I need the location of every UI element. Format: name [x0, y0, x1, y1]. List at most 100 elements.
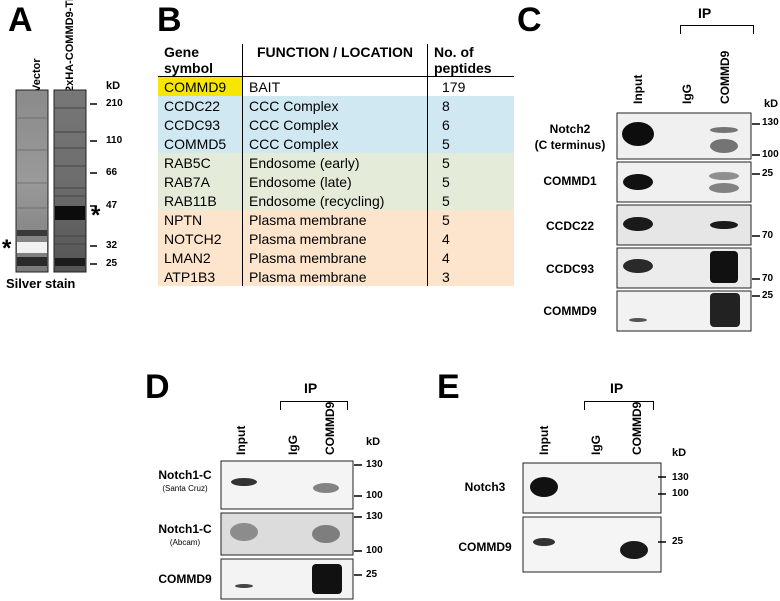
function-cell: Plasma membrane — [242, 229, 428, 249]
gene-row: ATP1B3 Plasma membrane 3 — [158, 267, 514, 287]
gene-row: COMMD5 CCC Complex 5 — [158, 134, 514, 154]
panel-e-commd9-marker-25: 25 — [672, 536, 684, 547]
panel-e-label-notch3: Notch3 — [464, 480, 506, 494]
gene-cell: RAB7A — [158, 172, 243, 192]
function-cell: CCC Complex — [242, 115, 428, 135]
panel-a-marker-66: 66 — [106, 167, 118, 178]
gene-row: RAB5C Endosome (early) 5 — [158, 153, 514, 173]
panel-c-ip-bracket — [680, 25, 754, 34]
panel-a-marker-210: 210 — [106, 98, 123, 109]
function-cell: Plasma membrane — [242, 267, 428, 287]
gene-row: RAB7A Endosome (late) 5 — [158, 172, 514, 192]
peptides-cell: 5 — [427, 210, 514, 230]
panel-d-label-notch1-santacruz: Notch1-C (Santa Cruz) — [140, 468, 230, 494]
gene-row: CCDC22 CCC Complex 8 — [158, 96, 514, 116]
panel-a-lane-commd9: 2xHA-COMMD9-TB — [64, 0, 76, 92]
peptides-cell: 6 — [427, 115, 514, 135]
panel-d-ip-bracket — [280, 401, 348, 410]
panel-a-marker-110: 110 — [106, 135, 123, 146]
panel-a-marker-32: 32 — [106, 240, 118, 251]
function-cell: Endosome (early) — [242, 153, 428, 173]
panel-a-letter: A — [8, 1, 33, 39]
panel-a-marker-47: 47 — [106, 200, 118, 211]
function-cell: CCC Complex — [242, 134, 428, 154]
peptides-cell: 5 — [427, 153, 514, 173]
function-cell: Endosome (late) — [242, 172, 428, 192]
gene-row: LMAN2 Plasma membrane 4 — [158, 248, 514, 268]
panel-c-ccdc93-marker-70: 70 — [762, 273, 774, 284]
panel-d-label-santacruz-main: Notch1-C — [158, 468, 212, 482]
panel-d-lane-igg: IgG — [286, 435, 300, 455]
panel-c-notch2-marker-100: 100 — [762, 149, 779, 160]
header-peptides: No. of peptides — [427, 44, 514, 78]
panel-d-lane-input: Input — [234, 425, 248, 455]
panel-c-label-ccdc22: CCDC22 — [545, 219, 594, 233]
panel-c-lane-input: Input — [631, 74, 645, 104]
panel-d-commd9-marker-25: 25 — [366, 569, 378, 580]
panel-a-asterisk-band-vector: * — [2, 235, 12, 262]
panel-c-letter: C — [517, 1, 542, 39]
panel-d-label-notch1-abcam: Notch1-C (Abcam) — [140, 522, 230, 548]
gene-row: CCDC93 CCC Complex 6 — [158, 115, 514, 135]
panel-c-kd-label: kD — [764, 98, 779, 110]
panel-c-lane-commd9: COMMD9 — [718, 50, 732, 104]
panel-c-label-commd9: COMMD9 — [543, 304, 597, 318]
panel-d-marker-ticks — [354, 464, 362, 576]
panel-e-blots — [522, 462, 662, 573]
function-cell: Plasma membrane — [242, 210, 428, 230]
panel-a-caption: Silver stain — [6, 276, 76, 291]
peptides-cell: 179 — [427, 76, 514, 97]
gene-cell: NOTCH2 — [158, 229, 243, 249]
gene-cell: CCDC93 — [158, 115, 243, 135]
function-cell: Plasma membrane — [242, 248, 428, 268]
panel-e-notch3-marker-100: 100 — [672, 488, 689, 499]
gene-cell: ATP1B3 — [158, 267, 243, 287]
panel-a-marker-25: 25 — [106, 258, 118, 269]
panel-a-silver-gel — [15, 89, 97, 273]
gene-cell: COMMD5 — [158, 134, 243, 154]
panel-e-letter: E — [437, 368, 460, 406]
gene-cell: COMMD9 — [158, 76, 243, 97]
peptides-cell: 4 — [427, 248, 514, 268]
panel-d-label-santacruz-sub: (Santa Cruz) — [162, 483, 208, 493]
panel-c-notch2-marker-130: 130 — [762, 117, 779, 128]
panel-e-marker-ticks — [658, 476, 666, 543]
panel-d-abcam-marker-100: 100 — [366, 545, 383, 556]
panel-d-santacruz-marker-130: 130 — [366, 459, 383, 470]
panel-d-abcam-marker-130: 130 — [366, 511, 383, 522]
panel-a-lane-vector: Vector — [31, 58, 43, 92]
gene-row: NPTN Plasma membrane 5 — [158, 210, 514, 230]
panel-e-kd-label: kD — [672, 447, 687, 459]
panel-a-kd-label: kD — [106, 80, 121, 92]
header-function: FUNCTION / LOCATION — [242, 44, 428, 78]
gene-cell: LMAN2 — [158, 248, 243, 268]
gene-row: NOTCH2 Plasma membrane 4 — [158, 229, 514, 249]
panel-d-label-abcam-main: Notch1-C — [158, 522, 212, 536]
panel-c-label-notch2: Notch2 (C terminus) — [520, 122, 620, 153]
panel-e-notch3-marker-130: 130 — [672, 472, 689, 483]
panel-b-letter: B — [157, 1, 182, 39]
panel-c-blots — [616, 112, 752, 332]
panel-d-letter: D — [145, 368, 170, 406]
panel-c-label-notch2-main: Notch2 — [549, 122, 591, 136]
panel-c-label-notch2-sub: (C terminus) — [534, 137, 606, 152]
panel-c-commd1-marker-25: 25 — [762, 168, 774, 179]
peptides-cell: 3 — [427, 267, 514, 287]
header-gene-symbol: Gene symbol — [158, 44, 243, 78]
peptides-cell: 5 — [427, 134, 514, 154]
gene-cell: CCDC22 — [158, 96, 243, 116]
peptides-cell: 5 — [427, 191, 514, 211]
panel-e-lane-commd9: COMMD9 — [630, 401, 644, 455]
panel-c-lane-igg: IgG — [680, 84, 694, 104]
panel-d-ip-label: IP — [304, 380, 318, 396]
gene-cell: RAB11B — [158, 191, 243, 211]
panel-c-label-ccdc93: CCDC93 — [545, 262, 594, 276]
panel-d-lane-commd9: COMMD9 — [323, 401, 337, 455]
panel-d-blots — [220, 460, 354, 600]
panel-e-lane-igg: IgG — [589, 435, 603, 455]
peptides-cell: 4 — [427, 229, 514, 249]
gene-row: RAB11B Endosome (recycling) 5 — [158, 191, 514, 211]
panel-c-ip-label: IP — [698, 5, 712, 21]
panel-d-kd-label: kD — [366, 436, 381, 448]
panel-d-label-commd9: COMMD9 — [158, 572, 212, 586]
